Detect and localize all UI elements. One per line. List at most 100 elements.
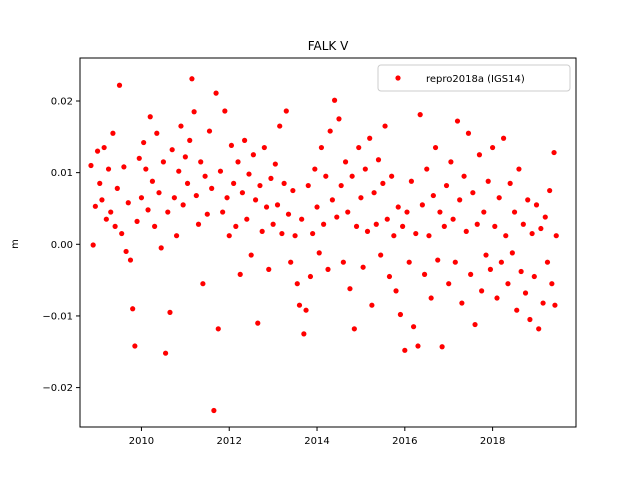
data-point [540,300,546,306]
data-point [274,202,281,208]
data-point [318,144,325,151]
data-point [400,223,406,229]
data-point [380,180,386,186]
data-point [222,108,228,114]
x-axis-ticks: 2010 2012 2014 2016 2018 [129,427,505,447]
data-point [406,259,412,265]
data-point [426,233,432,239]
data-point [217,168,224,174]
data-point [369,302,375,308]
data-point [424,166,430,172]
data-point [514,307,520,313]
data-point [435,257,441,263]
data-point [459,300,465,306]
data-point [468,271,474,277]
data-point [171,195,177,201]
data-point [353,223,360,229]
data-point [522,290,529,296]
data-point [428,295,434,301]
data-point [472,321,478,328]
data-point [193,192,199,199]
data-point [288,259,294,265]
data-point [439,344,445,350]
data-point [419,202,425,208]
data-point [327,128,333,134]
data-point [479,288,485,294]
data-point [283,108,289,114]
data-point [527,316,533,323]
data-point [220,209,226,215]
data-point [292,233,298,239]
data-point [233,223,239,229]
data-point [432,144,439,151]
data-point [182,154,188,160]
data-point [463,228,469,234]
data-point [490,144,496,151]
data-point [228,142,235,149]
legend-marker [395,75,401,81]
x-tick-label: 2016 [392,436,417,447]
data-point [281,180,287,186]
data-point [134,218,140,224]
data-point [360,264,366,270]
data-point [165,209,171,215]
data-point [277,123,283,129]
data-point [461,173,467,179]
data-point [347,286,353,292]
data-point [413,230,419,237]
data-point [162,350,169,356]
data-point [507,180,513,186]
data-point [336,116,342,122]
data-point [239,190,246,196]
data-point [503,233,509,239]
data-point [529,230,535,237]
data-point [242,137,248,143]
data-point [544,259,551,265]
data-point [531,273,537,280]
data-point [290,187,296,194]
data-point [525,197,531,203]
data-point [516,166,522,172]
y-tick-label: 0.01 [51,168,73,179]
data-point [443,182,450,189]
data-point [138,195,145,201]
data-point [143,166,149,172]
data-point [553,233,559,239]
y-axis-ticks: −0.02 −0.01 0.00 0.01 0.02 [42,96,80,394]
data-point [244,216,250,222]
data-point [149,178,156,184]
data-point [132,343,138,349]
data-point [393,288,399,294]
data-point [184,180,191,186]
data-point [384,216,390,222]
data-point [195,221,202,227]
data-point [487,266,494,272]
data-point [237,271,243,277]
data-point [329,197,335,203]
data-point [509,250,515,256]
data-point [551,149,557,156]
data-point [362,166,368,172]
data-point [101,144,107,151]
x-tick-label: 2014 [304,436,329,447]
data-point [285,211,292,217]
data-point [303,307,309,313]
data-point [187,137,193,143]
data-point [542,214,548,220]
data-point [358,195,364,201]
data-point [103,216,109,222]
x-tick-label: 2012 [217,436,242,447]
x-tick-label: 2018 [480,436,505,447]
data-point [496,195,502,201]
data-point [231,180,237,186]
data-point [180,202,186,208]
data-point [305,182,311,189]
x-tick-label: 2010 [129,436,154,447]
legend-label: repro2018a (IGS14) [426,74,525,85]
data-point [470,190,476,196]
legend-box [377,64,571,92]
data-point [154,130,160,136]
data-point [310,230,316,237]
data-point [404,209,410,215]
data-point [235,159,241,165]
